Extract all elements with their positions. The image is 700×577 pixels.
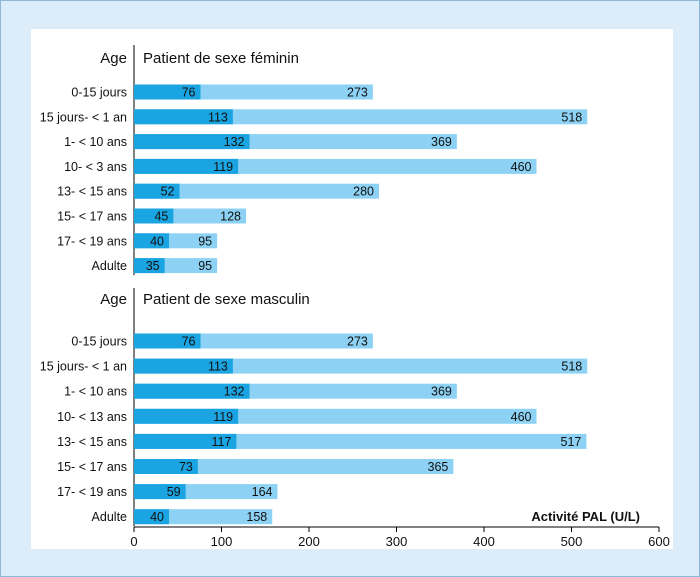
category-label: 15 jours- < 1 an xyxy=(40,360,127,374)
bar-upper xyxy=(134,109,588,125)
bar-lower xyxy=(134,158,239,174)
bar-lower xyxy=(134,208,174,224)
value-label-lower: 76 xyxy=(182,86,196,100)
age-header: Age xyxy=(100,50,127,67)
x-tick-label: 600 xyxy=(648,534,670,549)
bar-lower xyxy=(134,459,198,474)
bar-upper xyxy=(134,433,587,449)
bar-lower xyxy=(134,358,233,374)
value-label-lower: 40 xyxy=(150,510,164,524)
x-tick-label: 300 xyxy=(386,534,408,549)
category-label: 17- < 19 ans xyxy=(57,485,127,499)
value-label-upper: 365 xyxy=(428,460,449,474)
value-label-upper: 460 xyxy=(511,410,532,424)
value-label-lower: 132 xyxy=(224,135,245,149)
value-label-lower: 113 xyxy=(208,360,228,374)
category-label: 10- < 13 ans xyxy=(57,410,127,424)
bar-lower xyxy=(134,509,169,525)
x-tick-label: 500 xyxy=(561,534,583,549)
category-label: 15- < 17 ans xyxy=(57,460,127,474)
category-label: 15 jours- < 1 an xyxy=(40,110,127,124)
value-label-upper: 517 xyxy=(561,435,582,449)
bar-lower xyxy=(134,183,180,199)
category-label: 0-15 jours xyxy=(71,335,127,349)
category-label: 10- < 3 ans xyxy=(64,160,127,174)
bar-lower xyxy=(134,84,201,100)
x-tick-label: 200 xyxy=(298,534,320,549)
value-label-upper: 280 xyxy=(353,185,374,199)
value-label-upper: 158 xyxy=(246,510,267,524)
value-label-upper: 273 xyxy=(347,86,368,100)
bar-lower xyxy=(134,258,165,274)
bar-lower xyxy=(134,408,239,424)
value-label-upper: 518 xyxy=(561,360,582,374)
value-label-lower: 73 xyxy=(179,460,193,474)
category-label: Adulte xyxy=(92,259,127,273)
bar-lower xyxy=(134,433,237,449)
category-label: 13- < 15 ans xyxy=(57,185,127,199)
category-label: 17- < 19 ans xyxy=(57,234,127,248)
category-label: 1- < 10 ans xyxy=(64,385,127,399)
value-label-lower: 35 xyxy=(146,259,160,273)
value-label-upper: 460 xyxy=(511,160,532,174)
value-label-upper: 369 xyxy=(431,135,452,149)
age-header: Age xyxy=(100,291,127,308)
group-title: Patient de sexe masculin xyxy=(143,291,310,308)
bar-lower xyxy=(134,484,186,500)
bar-lower xyxy=(134,109,233,125)
value-label-lower: 59 xyxy=(167,485,181,499)
category-label: 13- < 15 ans xyxy=(57,435,127,449)
bar-lower xyxy=(134,134,250,150)
bar-upper xyxy=(134,183,379,199)
value-label-lower: 45 xyxy=(154,210,168,224)
x-axis-label: Activité PAL (U/L) xyxy=(531,509,640,524)
value-label-lower: 76 xyxy=(182,335,196,349)
value-label-upper: 95 xyxy=(198,259,212,273)
x-tick-label: 100 xyxy=(211,534,233,549)
value-label-upper: 518 xyxy=(561,110,582,124)
value-label-upper: 273 xyxy=(347,335,368,349)
category-label: 1- < 10 ans xyxy=(64,135,127,149)
value-label-upper: 164 xyxy=(252,485,273,499)
group-title: Patient de sexe féminin xyxy=(143,50,299,67)
value-label-lower: 113 xyxy=(208,110,228,124)
value-label-upper: 369 xyxy=(431,385,452,399)
value-label-lower: 40 xyxy=(150,234,164,248)
bar-upper xyxy=(134,358,588,374)
category-label: 15- < 17 ans xyxy=(57,210,127,224)
value-label-upper: 95 xyxy=(198,234,212,248)
bar-lower xyxy=(134,383,250,399)
bar-lower xyxy=(134,333,201,349)
value-label-lower: 117 xyxy=(211,435,231,449)
value-label-lower: 119 xyxy=(213,410,233,424)
value-label-lower: 119 xyxy=(213,160,233,174)
value-label-lower: 52 xyxy=(161,185,175,199)
x-tick-label: 400 xyxy=(473,534,495,549)
bar-upper xyxy=(134,459,454,474)
x-tick-label: 0 xyxy=(130,534,137,549)
value-label-lower: 132 xyxy=(224,385,245,399)
category-label: 0-15 jours xyxy=(71,86,127,100)
bar-lower xyxy=(134,233,169,249)
category-label: Adulte xyxy=(92,510,127,524)
value-label-upper: 128 xyxy=(220,210,241,224)
